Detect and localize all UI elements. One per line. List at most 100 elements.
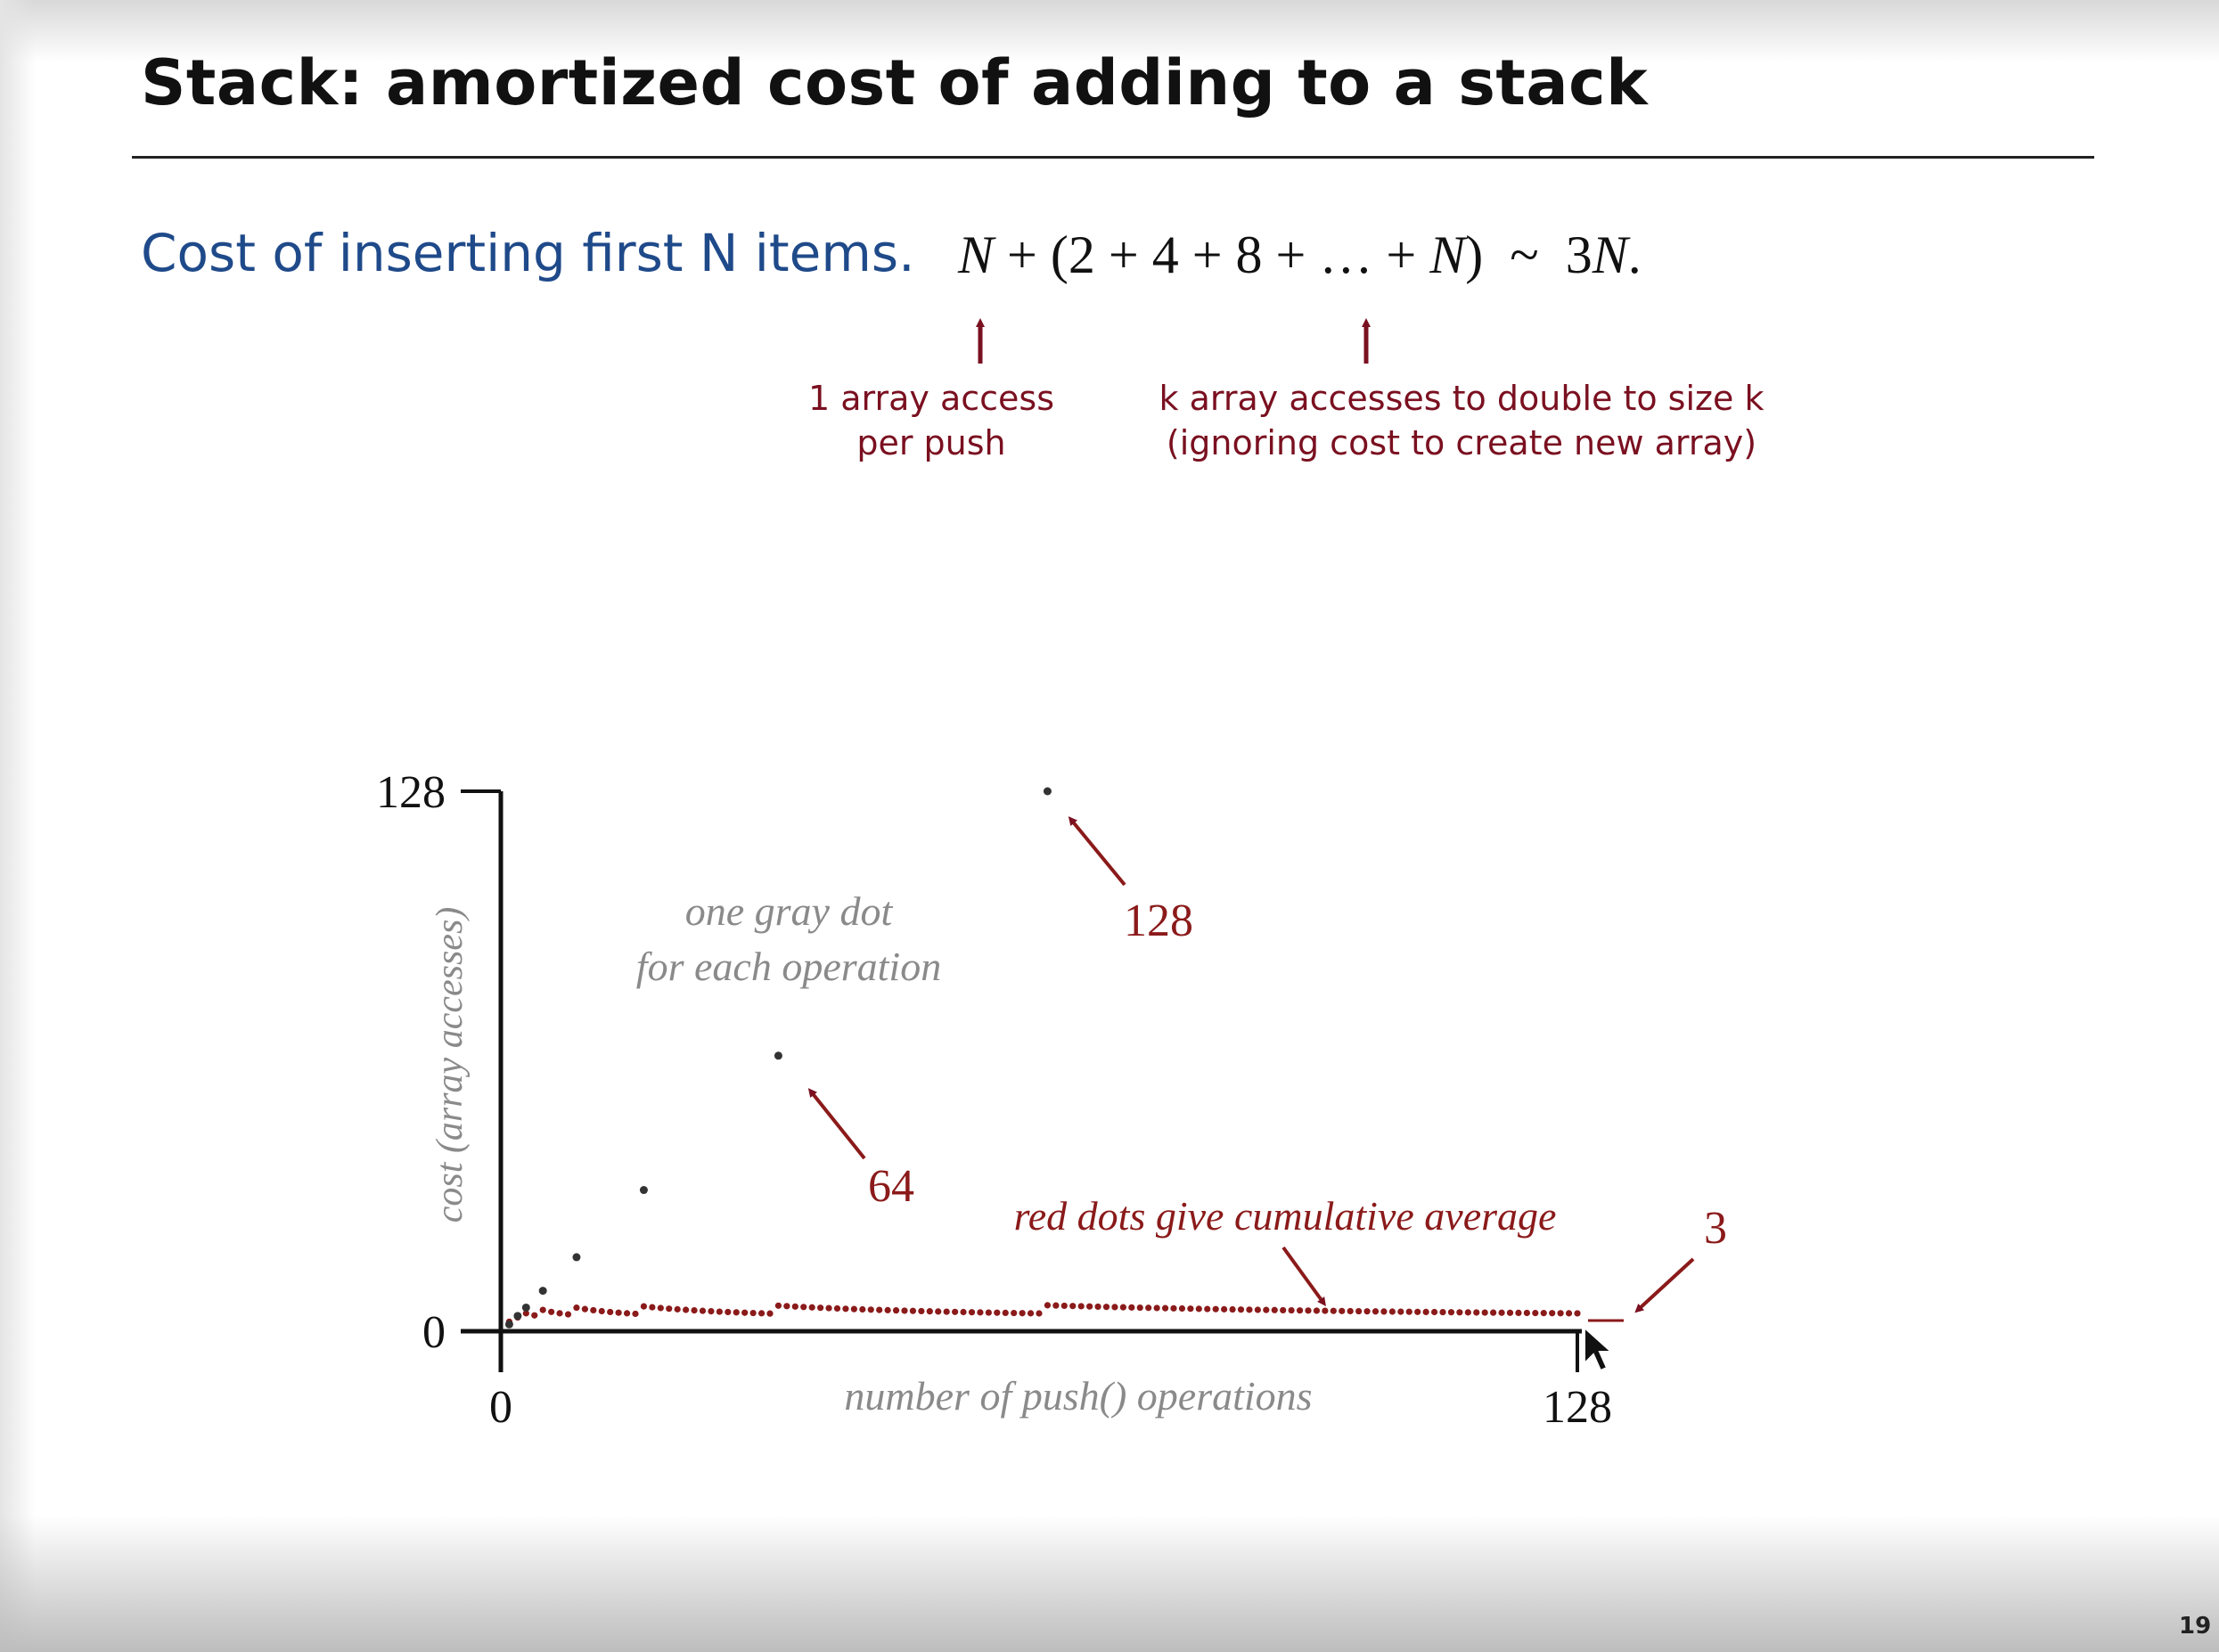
y-axis-label: cost (array accesses) bbox=[430, 907, 471, 1223]
average-dot bbox=[960, 1308, 967, 1316]
gray-dot-label-line2: for each operation bbox=[636, 944, 941, 989]
cost-dot bbox=[538, 1287, 547, 1296]
average-dot bbox=[1339, 1307, 1346, 1314]
average-dot bbox=[708, 1308, 715, 1315]
average-dot bbox=[1322, 1307, 1329, 1314]
average-dot bbox=[699, 1307, 707, 1314]
average-dot bbox=[766, 1310, 774, 1317]
average-dot bbox=[598, 1307, 605, 1315]
average-dot bbox=[1363, 1308, 1371, 1315]
average-dot bbox=[783, 1303, 790, 1310]
average-dot bbox=[1246, 1306, 1253, 1313]
average-dot bbox=[1565, 1310, 1573, 1317]
average-dot bbox=[901, 1307, 908, 1314]
average-dot bbox=[1221, 1305, 1228, 1313]
average-dot bbox=[1532, 1309, 1539, 1317]
average-dot bbox=[791, 1303, 798, 1310]
average-dot bbox=[1422, 1308, 1429, 1316]
average-dot bbox=[1036, 1310, 1043, 1317]
average-dot bbox=[1229, 1305, 1236, 1313]
average-dot bbox=[867, 1306, 874, 1313]
note-doubling-cost: k array accesses to double to size k (ig… bbox=[1150, 376, 1773, 465]
formula-result-end: . bbox=[1627, 225, 1642, 284]
average-dot bbox=[1094, 1303, 1101, 1311]
cost-dot bbox=[521, 1303, 530, 1312]
note-array-access-line2: per push bbox=[856, 423, 1006, 462]
average-dot bbox=[1237, 1306, 1245, 1313]
formula-sum-close: ) bbox=[1465, 225, 1484, 284]
average-dot bbox=[657, 1304, 664, 1312]
average-dot bbox=[1195, 1305, 1202, 1313]
average-dot bbox=[1254, 1306, 1261, 1313]
average-dot bbox=[1380, 1308, 1388, 1315]
average-dot bbox=[741, 1309, 749, 1316]
average-dot bbox=[674, 1305, 681, 1313]
formula-n-last: N bbox=[1429, 225, 1466, 284]
average-dot bbox=[725, 1308, 732, 1316]
average-dot bbox=[733, 1309, 740, 1316]
formula-result-var: N bbox=[1592, 225, 1628, 284]
average-dot bbox=[1145, 1304, 1152, 1312]
average-dot bbox=[859, 1305, 866, 1313]
average-dot bbox=[1136, 1304, 1143, 1312]
average-dot bbox=[1481, 1309, 1488, 1316]
note-array-access: 1 array access per push bbox=[798, 376, 1065, 465]
cost-description: Cost of inserting first N items. bbox=[141, 223, 915, 283]
average-dot bbox=[1549, 1310, 1556, 1317]
formula-n: N bbox=[958, 225, 995, 284]
label-128: 128 bbox=[1124, 896, 1193, 946]
average-dot bbox=[943, 1308, 950, 1315]
average-dot bbox=[1271, 1306, 1278, 1313]
average-dot bbox=[1557, 1310, 1564, 1317]
note-array-access-line1: 1 array access bbox=[807, 379, 1055, 418]
x-tick-label-max: 128 bbox=[1543, 1382, 1612, 1433]
average-dot bbox=[968, 1309, 976, 1316]
average-dot bbox=[757, 1310, 766, 1317]
average-dot bbox=[1280, 1306, 1287, 1314]
arrow-3 bbox=[1634, 1257, 1695, 1313]
gray-dot-label-line1: one gray dot bbox=[685, 888, 894, 934]
cost-dot bbox=[774, 1051, 782, 1060]
average-dot bbox=[1027, 1310, 1035, 1317]
average-dot bbox=[522, 1310, 529, 1317]
average-dot bbox=[1330, 1307, 1337, 1314]
average-dot bbox=[666, 1305, 673, 1313]
average-dot bbox=[1212, 1305, 1219, 1313]
average-dot bbox=[548, 1308, 555, 1315]
note-doubling-line2: (ignoring cost to create new array) bbox=[1166, 423, 1757, 462]
average-dot bbox=[1161, 1304, 1169, 1312]
average-dot bbox=[1388, 1308, 1396, 1315]
average-dot bbox=[808, 1304, 815, 1311]
average-dot bbox=[825, 1304, 832, 1312]
mouse-cursor-icon bbox=[1584, 1325, 1614, 1372]
average-dot bbox=[531, 1312, 538, 1319]
average-dot bbox=[691, 1306, 698, 1314]
average-dot bbox=[1002, 1309, 1009, 1316]
data-dots bbox=[504, 787, 1581, 1329]
cost-dot bbox=[504, 1320, 513, 1329]
average-dot bbox=[935, 1308, 942, 1315]
average-dot bbox=[1019, 1310, 1026, 1317]
average-dot bbox=[800, 1304, 807, 1311]
average-dot bbox=[850, 1305, 857, 1313]
average-dot bbox=[632, 1310, 639, 1318]
slide-title: Stack: amortized cost of adding to a sta… bbox=[141, 46, 1649, 119]
average-dot bbox=[985, 1309, 992, 1316]
average-dot bbox=[1540, 1310, 1547, 1317]
arrow-red-dots bbox=[1281, 1246, 1326, 1307]
formula-plus: + bbox=[1007, 225, 1037, 284]
average-dot bbox=[1574, 1310, 1581, 1317]
page-number: 19 bbox=[2179, 1613, 2212, 1640]
average-dot bbox=[1128, 1304, 1135, 1311]
average-dot bbox=[1170, 1304, 1177, 1312]
average-dot bbox=[1372, 1308, 1380, 1315]
cost-dot bbox=[513, 1312, 522, 1321]
average-dot bbox=[640, 1303, 648, 1310]
average-dot bbox=[977, 1309, 984, 1316]
average-dot bbox=[774, 1302, 782, 1309]
average-dot bbox=[1204, 1305, 1211, 1313]
average-dot bbox=[1405, 1308, 1412, 1315]
label-64: 64 bbox=[868, 1161, 914, 1212]
average-dot bbox=[1439, 1309, 1446, 1316]
cost-dot bbox=[572, 1253, 581, 1262]
